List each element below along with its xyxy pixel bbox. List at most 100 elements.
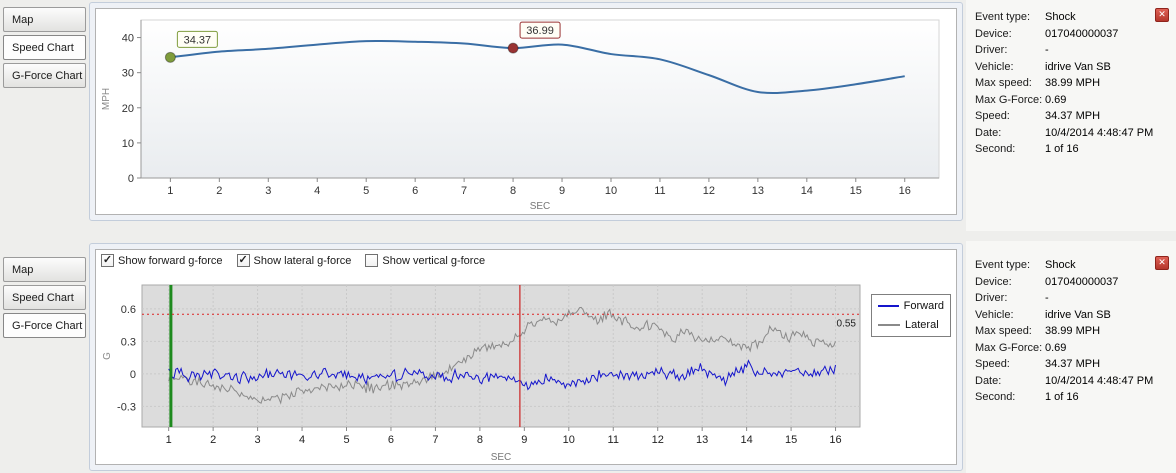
svg-text:2: 2	[210, 434, 216, 446]
info-row: Driver: -	[975, 42, 1176, 59]
tab-speed-chart[interactable]: Speed Chart	[3, 285, 86, 310]
svg-text:40: 40	[122, 33, 134, 45]
legend-item-lateral: Lateral	[878, 319, 944, 331]
svg-text:20: 20	[122, 103, 134, 115]
info-row: Max speed: 38.99 MPH	[975, 75, 1176, 92]
gforce-chart[interactable]: -0.300.30.61 2 3 4 5 6 7 8 9 10 11 12 13 14 15 16SECG0.…	[98, 275, 870, 465]
tab-map[interactable]: Map	[3, 257, 86, 282]
gforce-chart-panel: ✓ Show forward g-force ✓ Show lateral g-…	[89, 243, 963, 471]
svg-text:G: G	[102, 352, 113, 360]
svg-text:7: 7	[432, 434, 438, 446]
info-label: Vehicle:	[975, 308, 1014, 321]
speed-chart-panel: 0 10 20 30 40 1 2 3 4 5 6 7 8 9 10 11 12 13 14 15 16 SEC MPH 34…	[89, 2, 963, 221]
svg-text:0: 0	[128, 173, 134, 185]
tab-speed-chart[interactable]: Speed Chart	[3, 35, 86, 60]
info-value: 34.37 MPH	[1045, 358, 1101, 370]
gforce-toggles: ✓ Show forward g-force ✓ Show lateral g-…	[101, 254, 485, 267]
checkbox-show-vertical-gforce[interactable]: Show vertical g-force	[365, 254, 485, 267]
info-label: Device:	[975, 27, 1012, 40]
checkbox-label: Show vertical g-force	[382, 254, 486, 267]
svg-text:4: 4	[299, 434, 305, 446]
info-label: Max speed:	[975, 77, 1032, 89]
legend-label: Lateral	[905, 319, 939, 331]
svg-text:0.55: 0.55	[837, 318, 857, 329]
tab-gforce-chart[interactable]: G-Force Chart	[3, 313, 86, 338]
svg-text:15: 15	[785, 434, 797, 446]
info-value: 017040000037	[1045, 27, 1119, 40]
info-value: -	[1045, 44, 1049, 56]
lateral-line-swatch	[878, 324, 900, 326]
tab-label: Map	[12, 263, 34, 276]
info-row: Second: 1 of 16	[975, 389, 1176, 406]
info-value: Shock	[1045, 11, 1076, 23]
info-value: Shock	[1045, 259, 1076, 271]
checkbox-icon	[365, 254, 379, 267]
tab-gforce-chart[interactable]: G-Force Chart	[3, 63, 86, 88]
info-value: 34.37 MPH	[1045, 110, 1101, 122]
forward-line-swatch	[878, 305, 899, 307]
close-icon[interactable]: ✕	[1155, 8, 1169, 22]
info-value: idrive Van SB	[1045, 308, 1111, 321]
info-value: 0.69	[1045, 93, 1067, 106]
info-row: Vehicle: idrive Van SB	[975, 307, 1176, 324]
svg-text:12: 12	[652, 434, 664, 446]
svg-text:9: 9	[521, 434, 527, 446]
info-row: Device: 017040000037	[975, 26, 1176, 43]
info-row: Speed: 34.37 MPH	[975, 108, 1176, 125]
checkbox-icon: ✓	[236, 254, 250, 267]
svg-text:11: 11	[654, 185, 665, 197]
tab-label: Map	[12, 13, 34, 26]
legend-item-forward: Forward	[878, 300, 944, 312]
info-label: Max G-Force:	[975, 341, 1043, 354]
info-label: Vehicle:	[975, 60, 1014, 73]
svg-text:7: 7	[461, 185, 467, 197]
info-row: Event type: Shock	[975, 257, 1176, 274]
svg-text:6: 6	[388, 434, 394, 446]
svg-text:SEC: SEC	[530, 201, 551, 212]
info-row: Date: 10/4/2014 4:48:47 PM	[975, 125, 1176, 142]
speed-chart-area: 0 10 20 30 40 1 2 3 4 5 6 7 8 9 10 11 12 13 14 15 16 SEC MPH 34…	[95, 8, 957, 215]
svg-text:10: 10	[122, 138, 134, 150]
svg-text:12: 12	[703, 185, 715, 197]
info-row: Max G-Force: 0.69	[975, 92, 1176, 109]
svg-text:10: 10	[605, 185, 617, 197]
svg-text:0: 0	[130, 369, 136, 381]
info-value: 10/4/2014 4:48:47 PM	[1045, 126, 1154, 139]
checkbox-label: Show forward g-force	[118, 254, 223, 267]
svg-text:0.3: 0.3	[121, 336, 136, 348]
svg-text:3: 3	[255, 434, 261, 446]
svg-text:3: 3	[265, 185, 271, 197]
event-info-panel: Event type: Shock Device: 017040000037 Drive…	[966, 0, 1176, 231]
svg-text:5: 5	[363, 185, 369, 197]
info-label: Event type:	[975, 259, 1031, 271]
info-value: 1 of 16	[1045, 143, 1079, 155]
info-label: Driver:	[975, 44, 1008, 56]
info-value: 38.99 MPH	[1045, 325, 1101, 337]
checkbox-show-lateral-gforce[interactable]: ✓ Show lateral g-force	[236, 254, 352, 267]
checkbox-icon: ✓	[101, 254, 114, 267]
info-row: Event type: Shock	[975, 9, 1176, 26]
svg-text:30: 30	[122, 68, 134, 80]
svg-text:8: 8	[477, 434, 483, 446]
tab-label: G-Force Chart	[12, 319, 83, 332]
info-row: Second: 1 of 16	[975, 141, 1176, 158]
info-value: 017040000037	[1045, 275, 1119, 288]
info-label: Max speed:	[975, 325, 1032, 337]
info-label: Speed:	[975, 358, 1010, 370]
checkbox-label: Show lateral g-force	[253, 254, 352, 267]
tab-label: Speed Chart	[12, 291, 74, 304]
tab-label: G-Force Chart	[12, 69, 83, 82]
info-value: 1 of 16	[1045, 391, 1079, 403]
info-row: Max speed: 38.99 MPH	[975, 323, 1176, 340]
info-row: Driver: -	[975, 290, 1176, 307]
checkbox-show-forward-gforce[interactable]: ✓ Show forward g-force	[101, 254, 223, 267]
tab-map[interactable]: Map	[3, 7, 86, 32]
svg-text:-0.3: -0.3	[117, 401, 136, 413]
svg-text:11: 11	[608, 434, 619, 446]
svg-text:SEC: SEC	[491, 452, 512, 463]
svg-text:34.37: 34.37	[184, 34, 212, 46]
close-icon[interactable]: ✕	[1155, 256, 1169, 270]
svg-text:10: 10	[563, 434, 575, 446]
svg-text:14: 14	[801, 185, 813, 197]
